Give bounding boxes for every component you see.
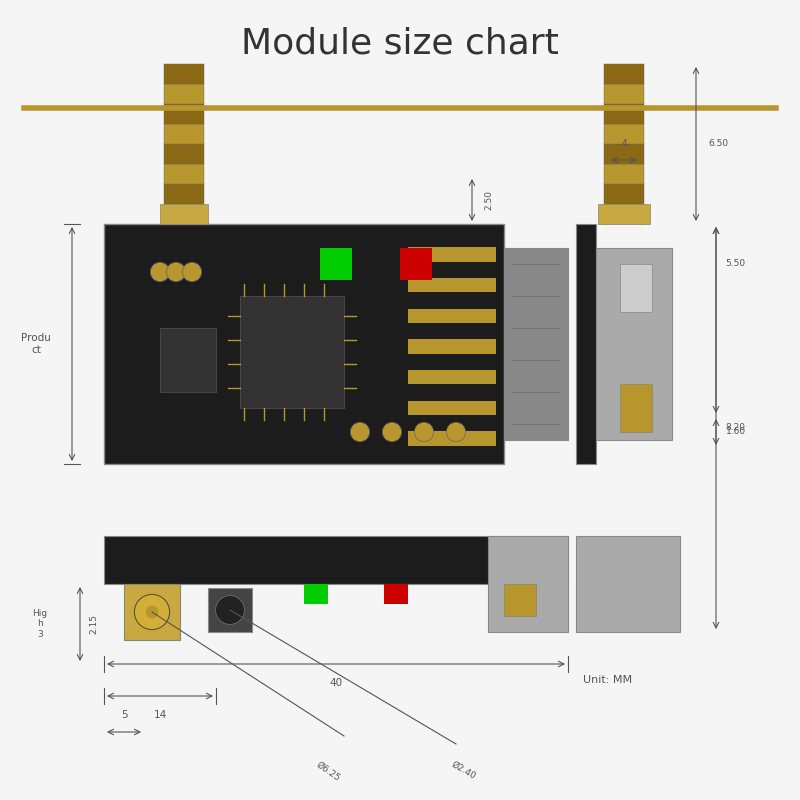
Circle shape [350, 422, 370, 442]
Text: Ø6.25: Ø6.25 [314, 760, 342, 783]
Bar [604, 144, 644, 164]
Text: Hig
h
3: Hig h 3 [33, 609, 47, 639]
Bar [164, 184, 204, 204]
Bar [164, 204, 204, 224]
Bar [320, 248, 352, 280]
Bar [104, 224, 504, 464]
Circle shape [382, 422, 402, 442]
Bar [408, 339, 496, 354]
Circle shape [414, 422, 434, 442]
Text: 40: 40 [330, 678, 342, 688]
Text: 5.50: 5.50 [726, 259, 746, 269]
Bar [604, 204, 644, 224]
Bar [598, 204, 650, 224]
Circle shape [134, 594, 170, 630]
Bar [164, 64, 204, 84]
Bar [620, 264, 652, 312]
Bar [408, 309, 496, 323]
FancyBboxPatch shape [488, 536, 568, 632]
Bar [604, 84, 644, 104]
Bar [208, 588, 252, 632]
Bar [164, 164, 204, 184]
Text: 2.15: 2.15 [90, 614, 98, 634]
Text: Produ
ct: Produ ct [21, 334, 51, 355]
Bar [164, 124, 204, 144]
Bar [604, 64, 644, 84]
Bar [596, 248, 672, 440]
Circle shape [166, 262, 186, 282]
Text: Module size chart: Module size chart [241, 27, 559, 61]
Text: 14: 14 [154, 710, 166, 720]
Circle shape [446, 422, 466, 442]
Bar [400, 248, 432, 280]
Bar [164, 104, 204, 124]
Text: 5: 5 [121, 710, 127, 720]
Bar [504, 248, 568, 440]
Bar [576, 224, 596, 464]
Text: 2.50: 2.50 [484, 190, 493, 210]
Text: Ø2.40: Ø2.40 [450, 760, 478, 782]
Bar [408, 247, 496, 262]
Bar [124, 584, 180, 640]
Bar [620, 384, 652, 432]
Bar [104, 536, 568, 584]
Bar [160, 204, 208, 224]
Bar [408, 401, 496, 415]
Circle shape [182, 262, 202, 282]
Circle shape [146, 606, 158, 618]
Circle shape [150, 262, 170, 282]
Text: 4: 4 [621, 139, 627, 148]
Circle shape [216, 595, 245, 624]
Bar [408, 370, 496, 384]
Bar [160, 328, 216, 392]
Bar [604, 104, 644, 124]
Bar [240, 296, 344, 408]
Bar [384, 584, 408, 604]
Bar [408, 278, 496, 292]
Bar [504, 584, 536, 616]
Bar [304, 584, 328, 604]
Bar [576, 536, 680, 632]
Bar [604, 124, 644, 144]
Text: 6.50: 6.50 [708, 139, 728, 149]
Bar [604, 164, 644, 184]
Bar [604, 184, 644, 204]
Bar [164, 84, 204, 104]
Text: Unit: MM: Unit: MM [583, 675, 632, 685]
Text: 8.20: 8.20 [726, 423, 746, 433]
Text: 1.60: 1.60 [726, 427, 746, 437]
Bar [164, 144, 204, 164]
Bar [408, 431, 496, 446]
